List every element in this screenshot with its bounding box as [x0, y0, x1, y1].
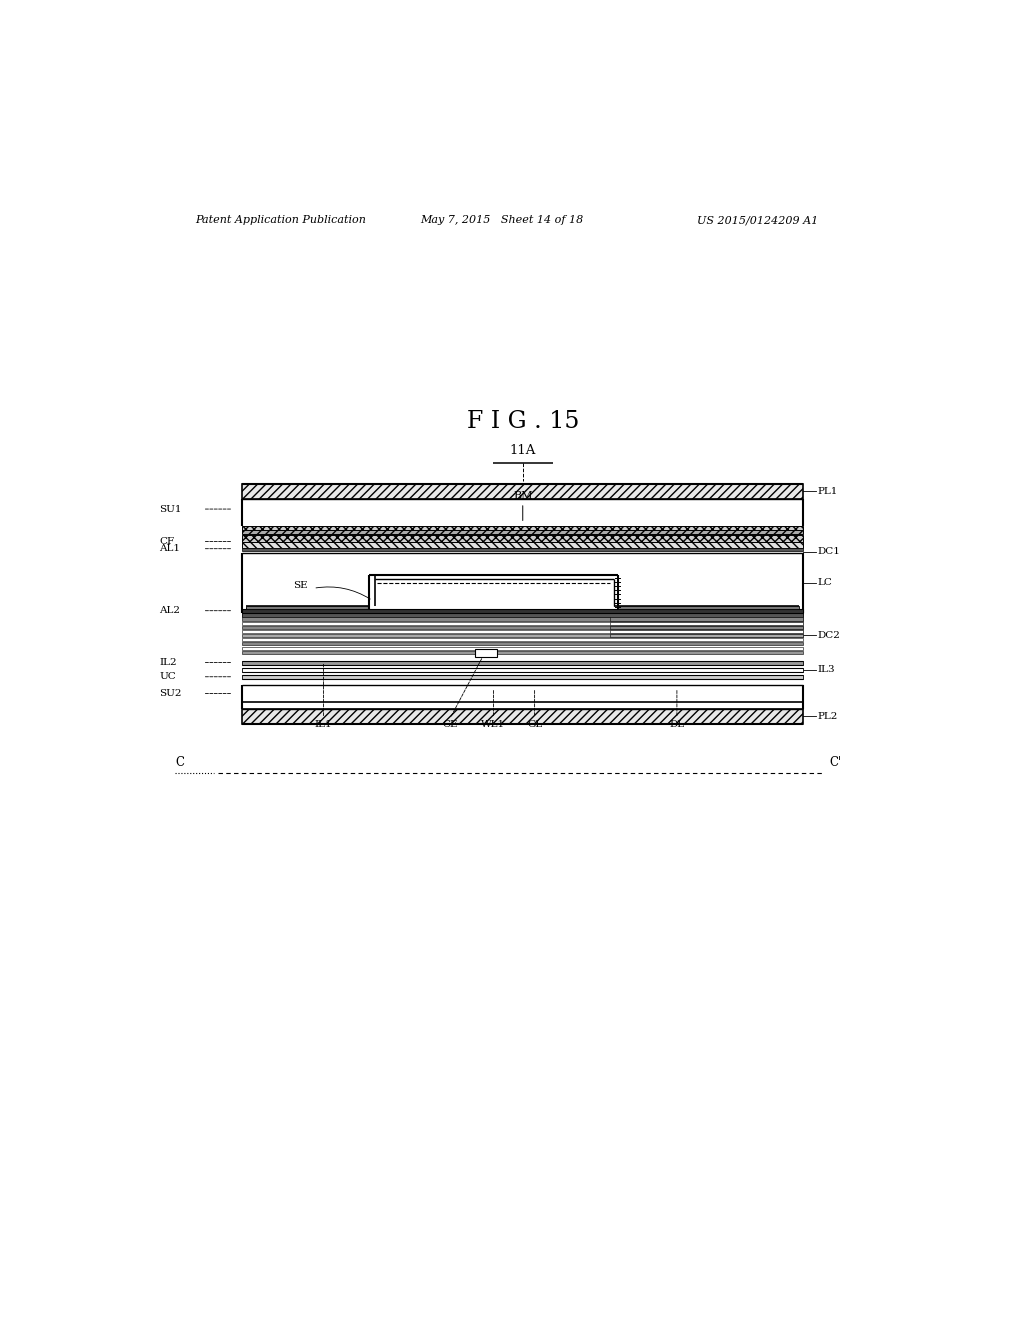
Text: May 7, 2015   Sheet 14 of 18: May 7, 2015 Sheet 14 of 18 [420, 215, 583, 226]
Bar [242, 626, 803, 630]
Bar [242, 548, 803, 550]
Text: DC2: DC2 [817, 631, 840, 640]
Bar [242, 630, 803, 634]
Bar [618, 606, 799, 609]
Text: CF: CF [159, 537, 174, 546]
Bar [246, 606, 368, 609]
Bar [609, 616, 803, 620]
Text: UC: UC [159, 672, 175, 681]
Bar [242, 616, 803, 620]
Bar [242, 651, 803, 655]
Text: US 2015/0124209 A1: US 2015/0124209 A1 [696, 215, 817, 226]
Bar [242, 622, 803, 624]
Bar [242, 541, 803, 548]
Bar [609, 622, 803, 624]
Text: IL3: IL3 [817, 665, 835, 675]
Text: SU1: SU1 [159, 504, 181, 513]
Text: DL: DL [668, 721, 684, 730]
Text: C: C [175, 756, 183, 770]
Bar [242, 483, 803, 499]
Text: Patent Application Publication: Patent Application Publication [195, 215, 365, 226]
Text: LC: LC [817, 578, 832, 587]
Bar [242, 675, 803, 678]
Text: GL: GL [527, 721, 542, 730]
Bar [242, 634, 803, 638]
Bar [242, 609, 803, 612]
Bar [609, 626, 803, 630]
Text: PL1: PL1 [817, 487, 838, 496]
Text: IL2: IL2 [159, 659, 176, 667]
Text: WL1: WL1 [481, 721, 505, 730]
Text: SE: SE [293, 581, 308, 590]
Bar [475, 649, 497, 657]
Text: 11A: 11A [510, 445, 535, 457]
Text: PL2: PL2 [817, 711, 838, 721]
Text: AL2: AL2 [159, 606, 180, 615]
Bar [242, 536, 803, 541]
Bar [609, 634, 803, 638]
Text: CE: CE [442, 721, 458, 730]
Bar [242, 638, 803, 642]
Bar [609, 630, 803, 634]
Text: DC1: DC1 [817, 548, 840, 556]
Bar [242, 527, 803, 531]
Text: AL1: AL1 [159, 544, 180, 553]
Text: C': C' [828, 756, 841, 770]
Bar [242, 531, 803, 535]
Bar [242, 668, 803, 672]
Bar [242, 647, 803, 651]
Text: F I G . 15: F I G . 15 [466, 409, 579, 433]
Text: SU2: SU2 [159, 689, 181, 698]
Bar [242, 660, 803, 664]
Text: BM: BM [513, 491, 532, 500]
Text: IL1: IL1 [315, 721, 332, 730]
Bar [242, 612, 803, 616]
Bar [242, 643, 803, 645]
Bar [242, 709, 803, 723]
